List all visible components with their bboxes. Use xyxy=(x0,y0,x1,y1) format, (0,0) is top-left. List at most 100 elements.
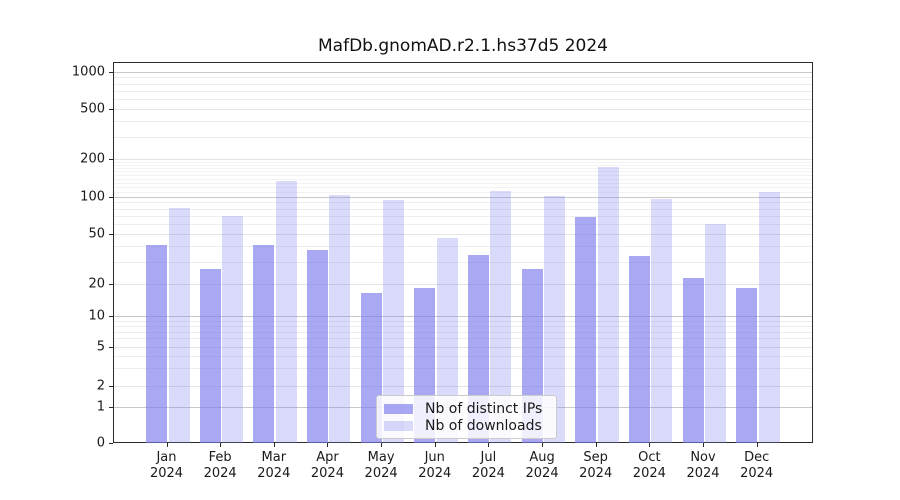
x-tick-mark xyxy=(434,443,436,447)
gridline-10 xyxy=(114,316,812,317)
gridline-9 xyxy=(114,320,812,322)
gridline-8 xyxy=(114,325,812,327)
x-tick-label-nov: Nov 2024 xyxy=(686,450,720,481)
legend-label: Nb of distinct IPs xyxy=(425,400,543,417)
gridline-4 xyxy=(114,355,812,357)
x-tick-label-jan: Jan 2024 xyxy=(149,450,184,481)
gridline-600 xyxy=(114,99,812,101)
chart-title: MafDb.gnomAD.r2.1.hs37d5 2024 xyxy=(318,36,608,56)
bar-ips-apr xyxy=(306,250,328,443)
bar-downloads-feb xyxy=(222,216,244,443)
bar-downloads-oct xyxy=(651,198,673,443)
bar-ips-mar xyxy=(253,244,275,443)
y-tick-label-500: 500 xyxy=(80,101,105,117)
gridline-100 xyxy=(114,196,812,198)
legend-label: Nb of downloads xyxy=(425,417,542,434)
gridline-60 xyxy=(114,224,812,226)
gridline-400 xyxy=(114,121,812,123)
legend: Nb of distinct IPs Nb of downloads xyxy=(376,395,557,439)
x-tick-mark xyxy=(595,443,597,447)
bar-downloads-sep xyxy=(597,166,619,443)
bar-ips-oct xyxy=(628,256,650,443)
bar-downloads-dec xyxy=(758,191,780,443)
bar-ips-feb xyxy=(199,268,221,443)
bar-downloads-nov xyxy=(705,223,726,443)
gridline-180 xyxy=(114,164,812,166)
x-tick-label-oct: Oct 2024 xyxy=(632,450,666,481)
legend-item-distinct-ips: Nb of distinct IPs xyxy=(384,400,549,417)
y-tick-mark xyxy=(109,346,113,348)
x-tick-mark xyxy=(649,443,651,447)
bar-ips-sep xyxy=(575,217,597,443)
gridline-70 xyxy=(114,216,812,218)
gridline-900 xyxy=(114,77,812,79)
gridline-5 xyxy=(114,346,812,348)
y-tick-mark xyxy=(109,159,113,161)
gridline-190 xyxy=(114,162,812,164)
y-tick-label-10: 10 xyxy=(88,308,105,324)
y-tick-label-1: 1 xyxy=(96,399,105,415)
y-tick-mark xyxy=(109,316,113,317)
gridline-7 xyxy=(114,331,812,333)
x-tick-label-jul: Jul 2024 xyxy=(471,450,505,481)
gridline-800 xyxy=(114,83,812,85)
gridline-80 xyxy=(114,208,812,210)
x-tick-label-apr: Apr 2024 xyxy=(310,450,344,481)
gridline-3 xyxy=(114,368,812,370)
bar-downloads-aug xyxy=(544,196,566,443)
x-tick-mark xyxy=(220,443,222,447)
gridline-700 xyxy=(114,91,812,93)
legend-item-downloads: Nb of downloads xyxy=(384,417,549,434)
legend-swatch-downloads xyxy=(384,420,413,431)
gridline-6 xyxy=(114,338,812,340)
x-tick-mark xyxy=(381,443,383,447)
gridline-300 xyxy=(114,137,812,139)
plot-area xyxy=(113,62,813,443)
x-tick-mark xyxy=(703,443,704,447)
gridline-50 xyxy=(114,234,812,236)
gridline-2 xyxy=(114,385,812,387)
gridline-200 xyxy=(114,159,812,161)
y-tick-mark xyxy=(109,109,113,111)
gridline-30 xyxy=(114,262,812,264)
bar-downloads-mar xyxy=(275,181,297,443)
bar-downloads-may xyxy=(383,200,405,443)
y-tick-mark xyxy=(109,284,113,286)
y-tick-label-100: 100 xyxy=(80,189,105,205)
bar-downloads-jul xyxy=(490,191,512,443)
y-tick-mark xyxy=(109,385,113,387)
gridline-500 xyxy=(114,109,812,111)
bar-ips-nov xyxy=(682,277,704,443)
gridline-120 xyxy=(114,186,812,188)
gridline-90 xyxy=(114,202,812,204)
x-tick-mark xyxy=(166,443,168,447)
x-tick-label-dec: Dec 2024 xyxy=(740,450,774,481)
x-tick-label-may: May 2024 xyxy=(364,450,398,481)
gridline-140 xyxy=(114,178,812,180)
y-tick-label-2: 2 xyxy=(96,378,105,393)
gridline-160 xyxy=(114,171,812,173)
bar-downloads-jan xyxy=(168,208,190,443)
y-tick-mark xyxy=(109,407,113,408)
x-tick-label-jun: Jun 2024 xyxy=(418,450,452,481)
y-tick-mark xyxy=(109,234,113,236)
y-tick-mark xyxy=(109,196,113,198)
y-tick-mark xyxy=(109,443,113,444)
bar-downloads-apr xyxy=(329,194,351,443)
gridline-20 xyxy=(114,284,812,286)
x-tick-mark xyxy=(756,443,758,447)
x-tick-mark xyxy=(327,443,329,447)
x-tick-label-feb: Feb 2024 xyxy=(203,450,237,481)
x-tick-label-sep: Sep 2024 xyxy=(579,450,613,481)
legend-swatch-distinct-ips xyxy=(384,403,413,414)
y-tick-label-50: 50 xyxy=(88,226,105,242)
bar-downloads-jun xyxy=(436,237,458,443)
bar-ips-dec xyxy=(736,287,758,443)
y-tick-label-20: 20 xyxy=(88,276,105,292)
y-tick-label-0: 0 xyxy=(96,435,105,451)
y-tick-label-1000: 1000 xyxy=(71,64,105,80)
y-tick-label-5: 5 xyxy=(96,339,105,354)
gridline-1000 xyxy=(114,71,812,73)
bar-ips-jan xyxy=(146,244,167,443)
